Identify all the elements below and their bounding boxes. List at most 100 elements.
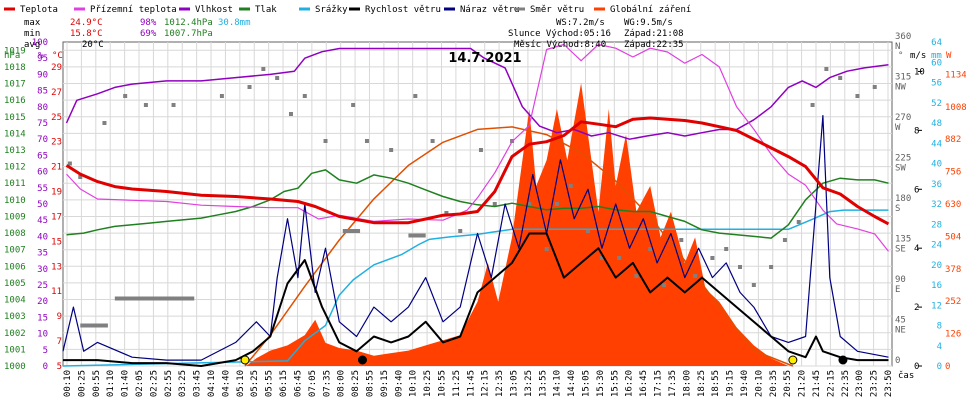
dir-tick-label: 270 [895,113,911,123]
degc-tick-label: 25 [51,113,62,123]
w-tick-label: 630 [945,200,961,210]
radiation-fill [63,83,889,366]
hpa-tick-label: 1001 [4,345,26,355]
x-tick-label: 15:55 [610,370,620,397]
mm-tick-label: 64 [931,38,942,48]
wind-direction-point [693,274,698,278]
legend-label: Teplota [20,5,58,15]
x-tick-label: 00:25 [77,370,87,397]
sun-moon-marker [788,355,798,365]
hpa-tick-label: 1010 [4,196,26,206]
x-tick-label: 22:15 [826,370,836,397]
unit-deg: ° [898,51,903,61]
wind-direction-point [323,139,328,143]
pct-tick-label: 30 [37,265,48,275]
stat-min-press: 1007.7hPa [164,29,213,39]
x-tick-label: 14:40 [567,370,577,397]
dir-compass-label: NW [895,83,906,93]
wind-direction-point [364,139,369,143]
dir-compass-label: S [895,204,900,214]
ms-tick-label: 4 [914,244,919,254]
stat-max-hum: 98% [140,18,157,28]
info-moon: Měsíc Východ:8:40 [514,40,606,50]
pct-tick-label: 55 [37,184,48,194]
unit-mm: mm [931,51,942,61]
wind-direction-point [648,247,653,251]
degc-tick-label: 5 [57,362,62,372]
axis-units: hPa % °C ° m/s mm W čas [4,51,952,381]
stat-avg-label: avg [24,40,40,50]
hpa-tick-label: 1006 [4,262,26,272]
mm-tick-label: 12 [931,301,942,311]
radiation-area [63,83,889,366]
x-tick-label: 01:10 [106,370,116,397]
unit-ms: m/s [910,51,926,61]
x-tick-label: 03:25 [178,370,188,397]
wind-direction-point [458,229,463,233]
x-tick-label: 17:35 [668,370,678,397]
wind-direction-point [261,67,266,71]
legend-label: Vlhkost [195,5,233,15]
wind-direction-point [78,175,83,179]
x-tick-label: 05:10 [236,370,246,397]
x-tick-label: 13:25 [524,370,534,397]
x-tick-label: 17:15 [654,370,664,397]
degc-tick-label: 15 [51,237,62,247]
dir-compass-label: E [895,285,900,295]
hpa-tick-label: 1016 [4,96,26,106]
pct-tick-label: 75 [37,119,48,129]
x-tick-label: 14:10 [553,370,563,397]
x-tick-label: 10:10 [409,370,419,397]
stat-max-rain: 30.8mm [218,18,251,28]
hpa-tick-label: 1000 [4,362,26,372]
wind-direction-point [710,256,715,260]
wind-direction-point [586,229,591,233]
unit-time: čas [898,370,914,381]
wind-direction-point [413,94,418,98]
temperature-line [65,116,890,226]
x-tick-label: 10:25 [423,370,433,397]
x-tick-label: 08:00 [337,370,347,397]
wind-direction-point [751,283,756,287]
hpa-tick-label: 1009 [4,212,26,222]
wind-direction-point [679,238,684,242]
stat-max-temp: 24.9°C [70,18,103,28]
wind-direction-point [599,256,604,260]
dir-compass-label: W [895,123,901,133]
x-tick-label: 23:00 [855,370,865,397]
unit-w: W [946,51,952,61]
x-tick-label: 18:25 [697,370,707,397]
wind-direction-point [554,202,559,206]
x-tick-label: 04:40 [221,370,231,397]
w-tick-label: 252 [945,297,961,307]
info-sun: Slunce Východ:05:16 [508,29,611,39]
mm-tick-label: 24 [931,241,942,251]
wind-direction-point [102,121,107,125]
x-tick-label: 06:15 [279,370,289,397]
wind-direction-point [527,202,532,206]
mm-tick-label: 36 [931,180,942,190]
hpa-tick-label: 1014 [4,129,26,139]
sun-moon-marker [240,355,250,365]
wind-direction-point [492,202,497,206]
w-tick-label: 0 [945,362,950,372]
x-tick-label: 19:40 [740,370,750,397]
pct-tick-label: 20 [37,297,48,307]
wind-direction-point [123,94,128,98]
x-tick-label: 13:55 [538,370,548,397]
dir-compass-label: SE [895,245,906,255]
pct-tick-label: 35 [37,249,48,259]
ms-tick-label: 2 [914,303,919,313]
wind-direction-point [824,67,829,71]
x-tick-label: 21:20 [798,370,808,397]
x-tick-label: 20:55 [783,370,793,397]
wind-direction-point [219,94,224,98]
info-sun-set: Západ:21:08 [624,29,684,39]
x-tick-label: 18:55 [711,370,721,397]
wind-direction-point [302,94,307,98]
hpa-tick-label: 1003 [4,312,26,322]
x-tick-label: 13:05 [510,370,520,397]
x-tick-label: 19:15 [726,370,736,397]
wind-direction-point [724,247,729,251]
mm-tick-label: 4 [937,342,942,352]
